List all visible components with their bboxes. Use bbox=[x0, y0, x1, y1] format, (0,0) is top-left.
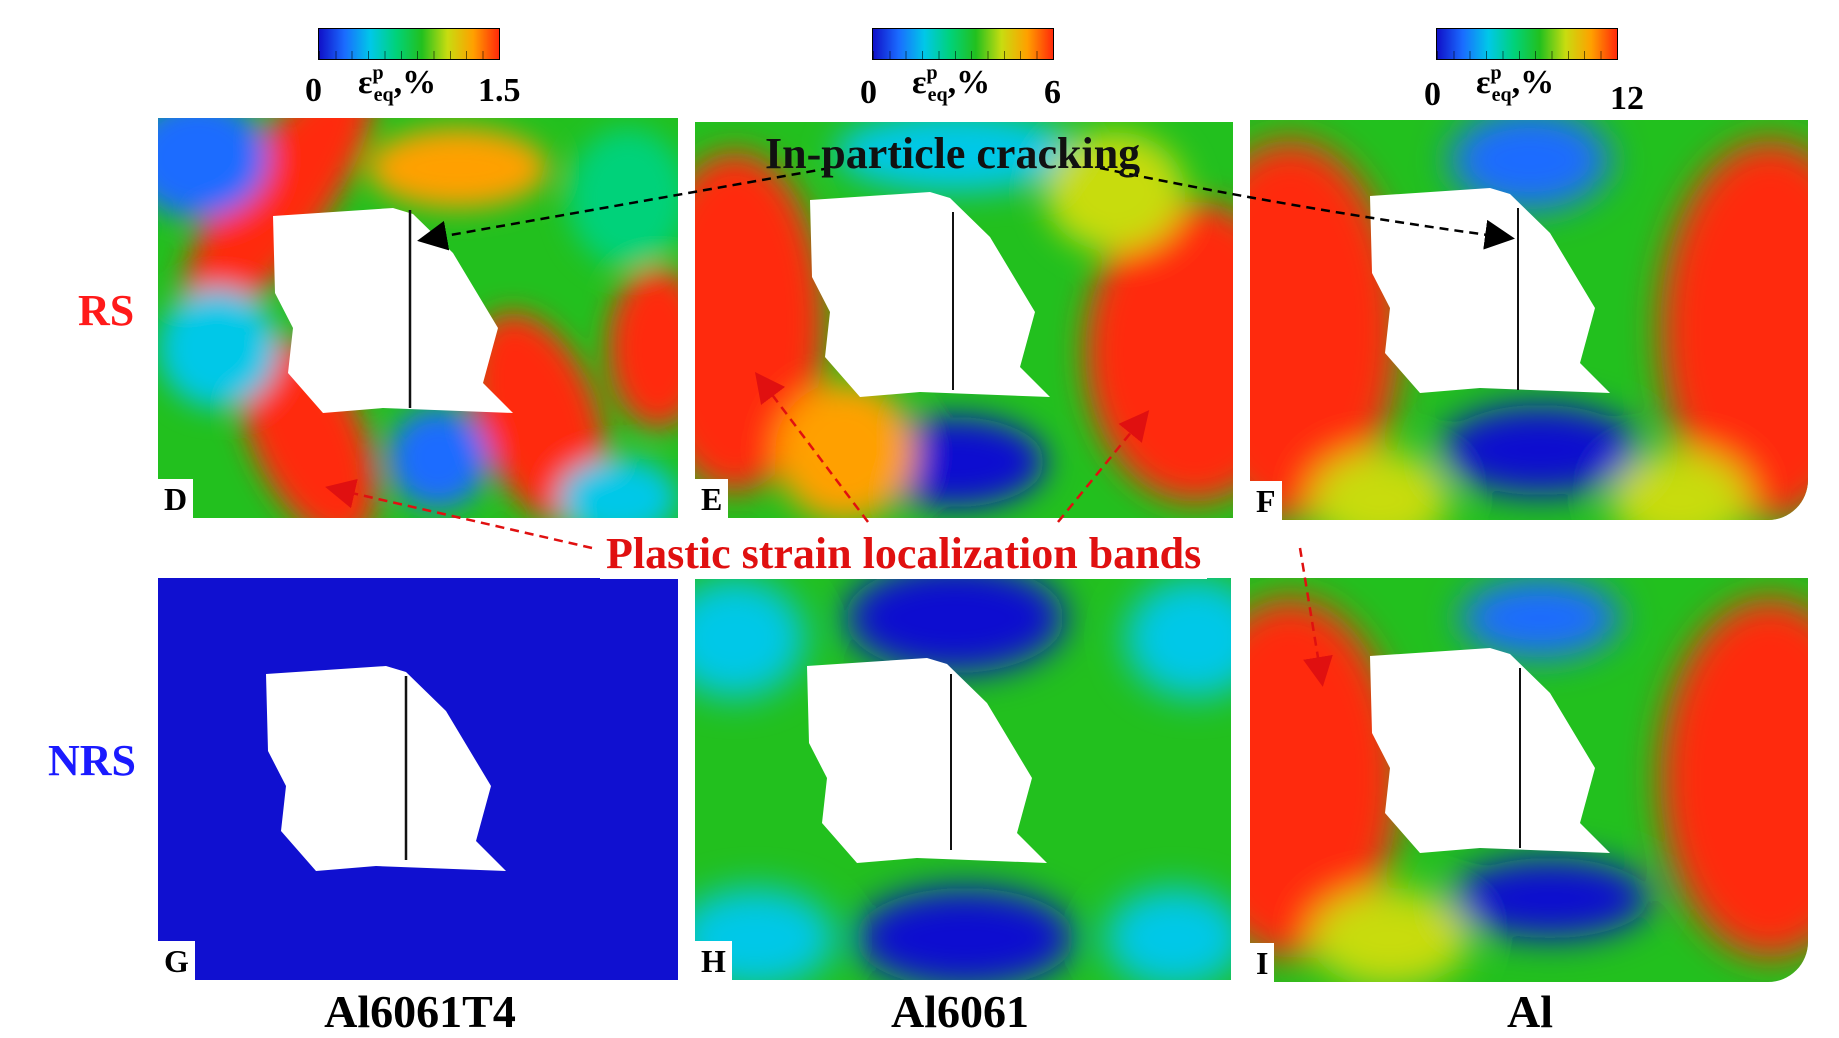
colorbar-1-min: 0 bbox=[305, 72, 322, 109]
column-label-al: Al bbox=[1507, 986, 1553, 1037]
colorbar-2-title: εpeq,% bbox=[912, 62, 991, 106]
colorbar-2 bbox=[872, 28, 1054, 60]
colorbar-ticks bbox=[319, 51, 499, 59]
colorbar-2-max: 6 bbox=[1044, 74, 1061, 111]
panel-letter-f: F bbox=[1250, 481, 1282, 520]
colorbar-3-title: εpeq,% bbox=[1476, 62, 1555, 106]
panel-g: G bbox=[158, 578, 678, 980]
colorbar-2-min: 0 bbox=[860, 74, 877, 111]
colorbar-3 bbox=[1436, 28, 1618, 60]
column-label-al6061t4: Al6061T4 bbox=[324, 986, 516, 1037]
panel-h: H bbox=[695, 578, 1231, 980]
colorbar-1 bbox=[318, 28, 500, 60]
panel-i: I bbox=[1250, 578, 1808, 982]
panel-letter-h: H bbox=[695, 941, 732, 980]
annotation-plastic-strain-bands: Plastic strain localization bands bbox=[600, 528, 1208, 579]
column-label-al6061: Al6061 bbox=[891, 986, 1029, 1037]
panel-d: D bbox=[158, 118, 678, 518]
row-label-rs: RS bbox=[78, 286, 135, 335]
panel-letter-g: G bbox=[158, 941, 195, 980]
row-label-nrs: NRS bbox=[48, 736, 137, 785]
colorbar-ticks bbox=[873, 51, 1053, 59]
colorbar-3-max: 12 bbox=[1610, 80, 1644, 117]
panel-letter-e: E bbox=[695, 479, 729, 518]
panel-letter-i: I bbox=[1250, 943, 1275, 982]
colorbar-1-max: 1.5 bbox=[478, 72, 521, 109]
colorbar-1-title: εpeq,% bbox=[358, 62, 437, 106]
panel-e: E bbox=[695, 122, 1233, 518]
panel-letter-d: D bbox=[158, 479, 194, 518]
panel-f: F bbox=[1250, 120, 1808, 520]
colorbar-ticks bbox=[1437, 51, 1617, 59]
annotation-in-particle-cracking: In-particle cracking bbox=[765, 129, 1141, 178]
colorbar-3-min: 0 bbox=[1424, 76, 1441, 113]
